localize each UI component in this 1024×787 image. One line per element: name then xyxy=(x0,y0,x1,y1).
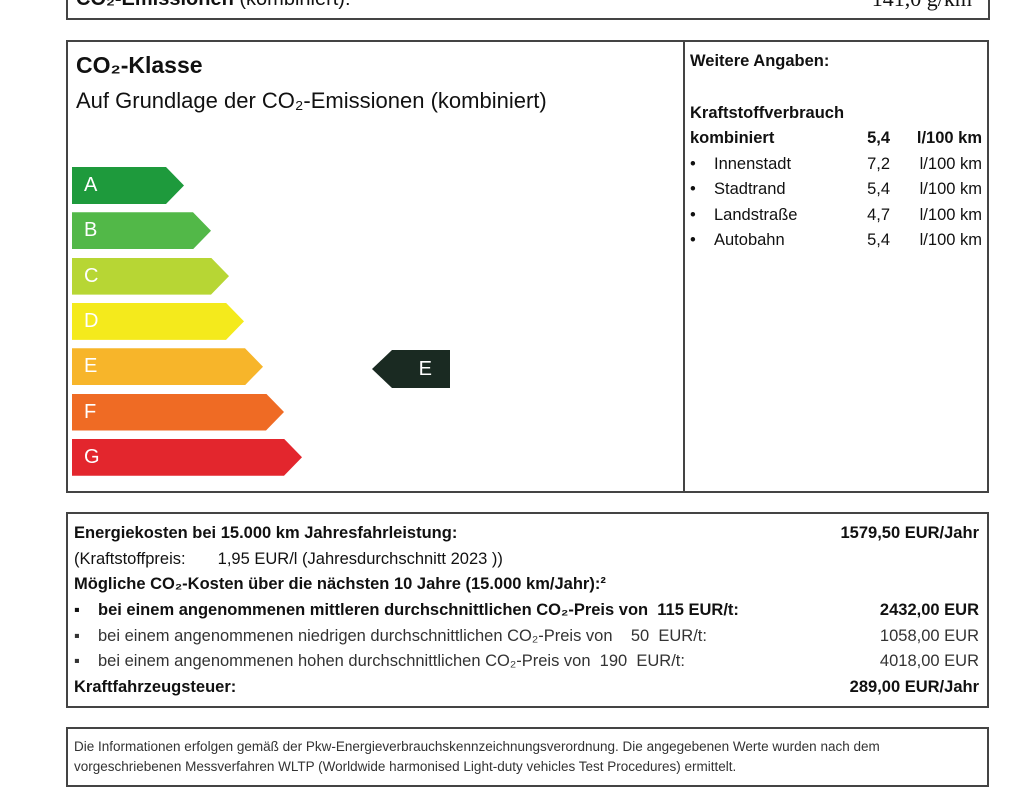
co2-emissions-value: 141,0 g/km xyxy=(872,0,972,12)
co2-emissions-label: CO₂-Emissionen (kombiniert): xyxy=(76,0,351,11)
co2-cost-row: ▪ bei einem angenommenen mittleren durchs… xyxy=(74,601,979,619)
co2-class-g: G xyxy=(72,439,302,476)
co2-class-b: B xyxy=(72,212,211,249)
fuel-row-value: 5,4 xyxy=(867,180,890,198)
fuel-row: • Landstraße 4,7 l/100 km xyxy=(690,205,982,224)
fuel-row-label: Landstraße xyxy=(714,205,798,224)
co2-cost-row: ▪ bei einem angenommenen niedrigen durchs… xyxy=(74,626,979,645)
fuel-row-unit: l/100 km xyxy=(919,205,982,224)
divider xyxy=(683,42,685,491)
fuel-row-value: 7,2 xyxy=(867,154,890,173)
fuel-row-value: 5,4 xyxy=(867,129,890,147)
vehicle-tax: Kraftfahrzeugsteuer: 289,00 EUR/Jahr xyxy=(74,678,979,696)
fuel-row-value: 4,7 xyxy=(867,205,890,224)
co2-class-title: CO₂-Klasse xyxy=(76,52,203,78)
fuel-row-label: Innenstadt xyxy=(714,154,792,173)
co2-class-a: A xyxy=(72,167,184,204)
co2-costs-title: Mögliche CO₂-Kosten über die nächsten 10… xyxy=(74,575,606,593)
co2-class-d: D xyxy=(72,303,244,340)
co2-class-box: CO₂-Klasse Auf Grundlage der CO₂-Emissio… xyxy=(66,40,989,493)
fuel-title: Kraftstoffverbrauch xyxy=(690,104,845,122)
co2-emissions-box: CO₂-Emissionen (kombiniert): 141,0 g/km xyxy=(66,0,990,20)
fuel-row-unit: l/100 km xyxy=(919,180,982,198)
footer-note: Die Informationen erfolgen gemäß der Pkw… xyxy=(66,727,989,787)
fuel-row-label: Autobahn xyxy=(714,231,785,249)
fuel-price: (Kraftstoffpreis: 1,95 EUR/l (Jahresdurc… xyxy=(74,550,503,568)
current-class-marker: E xyxy=(372,350,450,388)
co2-cost-row: ▪ bei einem angenommenen hohen durchschni… xyxy=(74,652,979,670)
co2-class-c: C xyxy=(72,258,229,295)
fuel-row: • Stadtrand 5,4 l/100 km xyxy=(690,180,982,198)
costs-box: Energiekosten bei 15.000 km Jahresfahrle… xyxy=(66,512,989,708)
side-title: Weitere Angaben: xyxy=(690,52,830,70)
fuel-row-value: 5,4 xyxy=(867,231,890,249)
fuel-row-unit: l/100 km xyxy=(919,154,982,173)
co2-class-e: E xyxy=(72,348,263,385)
fuel-row-unit: l/100 km xyxy=(919,231,982,249)
fuel-row-unit: l/100 km xyxy=(916,129,982,147)
co2-class-f: F xyxy=(72,394,284,431)
fuel-row: • Autobahn 5,4 l/100 km xyxy=(690,231,982,249)
fuel-row: kombiniert 5,4 l/100 km xyxy=(690,129,982,153)
energy-costs: Energiekosten bei 15.000 km Jahresfahrle… xyxy=(74,524,979,542)
fuel-row-label: Stadtrand xyxy=(714,180,786,198)
fuel-row: • Innenstadt 7,2 l/100 km xyxy=(690,154,982,173)
co2-class-subtitle: Auf Grundlage der CO₂-Emissionen (kombin… xyxy=(76,88,547,113)
fuel-row-label: kombiniert xyxy=(690,129,775,147)
